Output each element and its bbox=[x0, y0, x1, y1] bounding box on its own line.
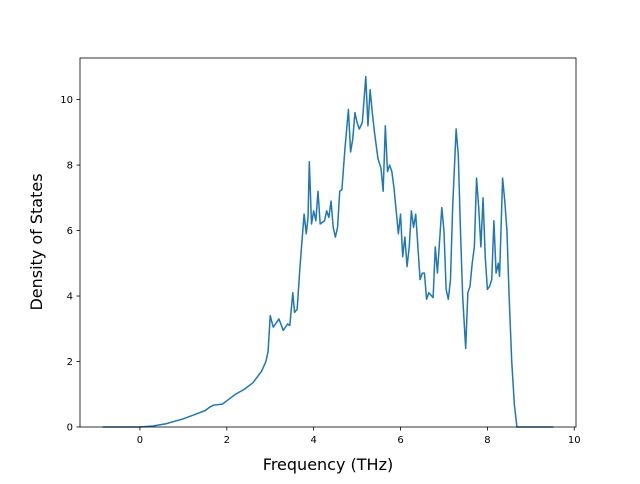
y-tick-label: 2 bbox=[67, 357, 73, 368]
x-tick-label: 0 bbox=[137, 435, 143, 446]
x-axis-label: Frequency (THz) bbox=[263, 455, 393, 474]
y-tick-label: 10 bbox=[60, 95, 73, 106]
x-tick-label: 6 bbox=[397, 435, 403, 446]
y-tick-label: 0 bbox=[67, 423, 73, 434]
x-tick-label: 10 bbox=[568, 435, 581, 446]
y-tick-label: 8 bbox=[67, 161, 73, 172]
y-tick-label: 4 bbox=[67, 292, 73, 303]
plot-frame bbox=[79, 57, 577, 428]
y-tick-label: 6 bbox=[67, 226, 73, 237]
x-tick-label: 4 bbox=[310, 435, 316, 446]
x-tick-label: 8 bbox=[484, 435, 490, 446]
y-axis-label: Density of States bbox=[27, 173, 46, 310]
data-line bbox=[102, 75, 554, 428]
x-tick-label: 2 bbox=[224, 435, 230, 446]
